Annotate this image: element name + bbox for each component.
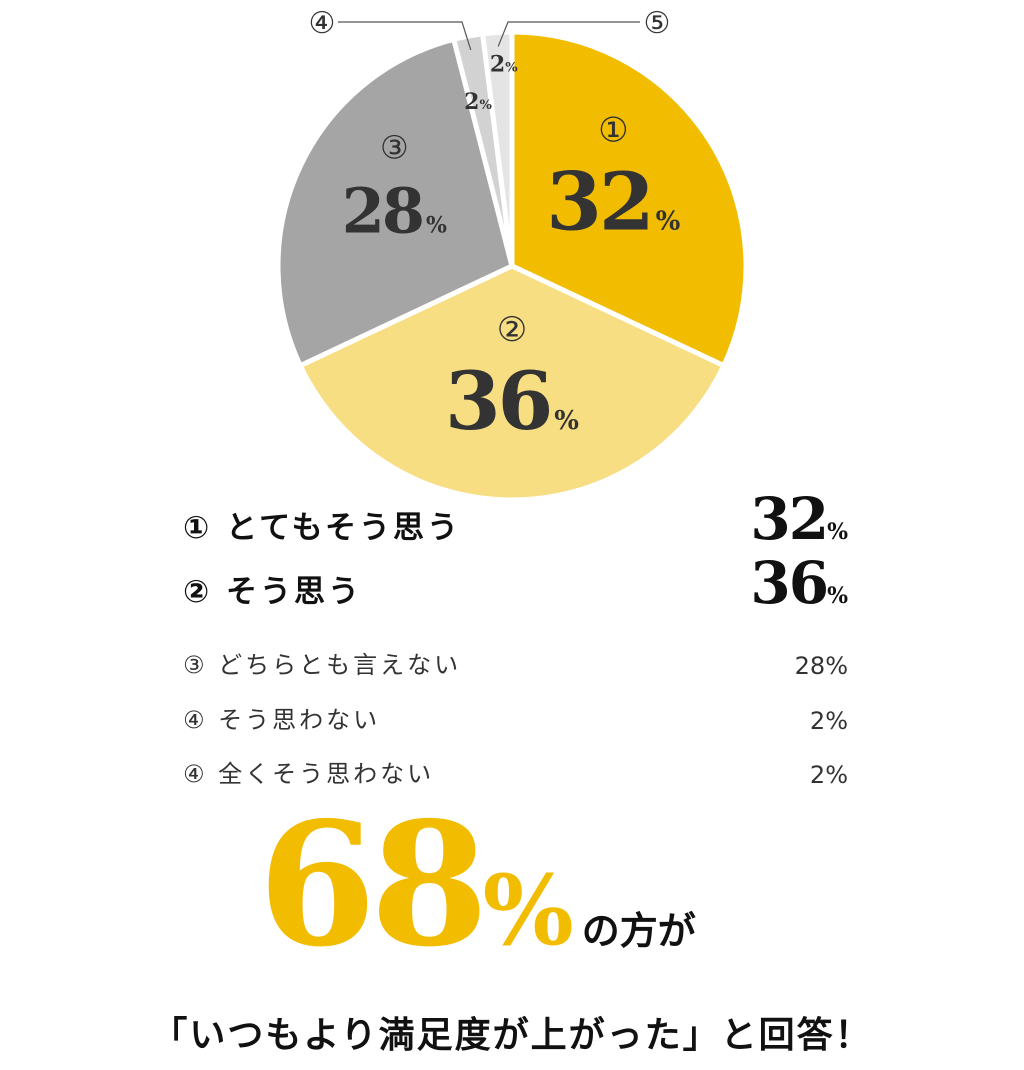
legend-row-1: ① とてもそう思う 32%: [183, 485, 848, 553]
pie-slice-1: [509, 29, 749, 369]
slice-label-3: 28%: [342, 174, 447, 247]
legend-row-4: ④ そう思わない 2%: [183, 683, 848, 743]
legend-label-3: ③ どちらとも言えない: [183, 651, 462, 679]
legend-label-5: ④ 全くそう思わない: [183, 760, 435, 788]
legend-value-1: 32%: [750, 485, 848, 553]
headline-number: 68: [258, 785, 489, 985]
slice-marker-5: ⑤: [644, 6, 671, 41]
leader-line-5: [497, 21, 640, 47]
legend-value-4: 2%: [809, 707, 848, 735]
legend-value-3: 28%: [794, 652, 848, 680]
leader-line-4: [338, 21, 472, 51]
headline-percent: %: [482, 854, 574, 967]
pie-slice-5: [480, 29, 515, 269]
slice-label-4: 2%: [464, 89, 492, 115]
footer-text: 「いつもより満足度が上がった」と回答！: [151, 1015, 873, 1056]
legend-label-2: ② そう思う: [183, 574, 363, 610]
slice-marker-1: ①: [598, 111, 628, 151]
slice-label-1: 32%: [546, 155, 680, 249]
legend-row-2: ② そう思う 36%: [183, 549, 848, 617]
legend-value-2: 36%: [750, 549, 848, 617]
legend-row-3: ③ どちらとも言えない 28%: [183, 628, 848, 688]
legend-row-5: ④ 全くそう思わない 2%: [183, 737, 848, 797]
headline-suffix: の方が: [581, 909, 696, 953]
slice-marker-2: ②: [497, 310, 527, 350]
slice-marker-4: ④: [309, 6, 336, 41]
slice-label-2: 36%: [445, 354, 579, 448]
legend-value-5: 2%: [809, 761, 848, 789]
slice-marker-3: ③: [380, 129, 409, 167]
legend-label-4: ④ そう思わない: [183, 706, 381, 734]
headline: 68% の方が: [258, 800, 696, 970]
pie-slice-2: [297, 263, 727, 500]
slice-label-5: 2%: [490, 51, 518, 77]
pie-slice-3: [275, 36, 515, 369]
legend-label-1: ① とてもそう思う: [183, 510, 461, 546]
pie-chart: ①32 % ②36 % ③ 28 % 2% 2% ④ ⑤: [275, 6, 749, 500]
